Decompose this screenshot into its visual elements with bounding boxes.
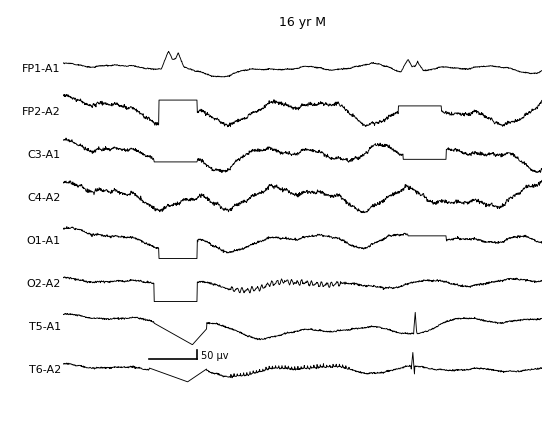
Text: www.medscape.com: www.medscape.com: [178, 8, 306, 21]
Text: Medscape®: Medscape®: [14, 8, 102, 21]
Text: Source: Semin Neurol © 2003 Thieme Medical Publishers: Source: Semin Neurol © 2003 Thieme Medic…: [293, 404, 534, 413]
Text: O1-A1: O1-A1: [27, 236, 61, 246]
Text: 50 μv: 50 μv: [201, 352, 229, 362]
Text: C4-A2: C4-A2: [28, 193, 61, 203]
Text: C3-A1: C3-A1: [28, 150, 61, 160]
Text: FP1-A1: FP1-A1: [23, 64, 61, 74]
Text: 16 yr M: 16 yr M: [279, 16, 326, 29]
Text: T6-A2: T6-A2: [29, 365, 61, 375]
Text: FP2-A2: FP2-A2: [22, 107, 61, 117]
Text: T5-A1: T5-A1: [29, 322, 61, 332]
Text: O2-A2: O2-A2: [26, 279, 61, 289]
